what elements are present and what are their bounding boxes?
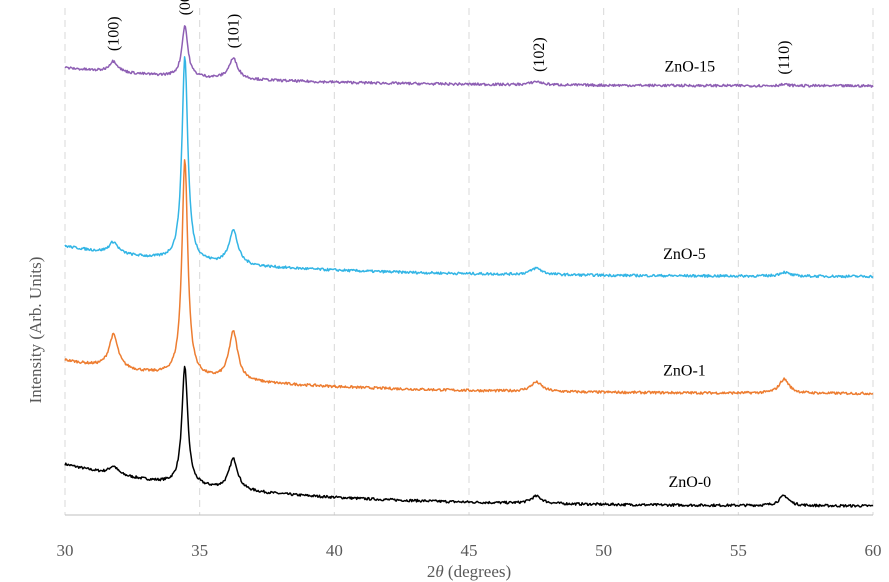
grid-lines (64, 8, 874, 515)
x-axis-title: 2θ (degrees) (427, 562, 511, 581)
x-tick-label: 60 (865, 541, 882, 560)
x-axis-title-symbol: θ (435, 562, 443, 581)
series-labels: ZnO-0 ZnO-1 ZnO-5 ZnO-15 (663, 58, 715, 491)
series-label-zno-0: ZnO-0 (669, 474, 712, 491)
peak-label: (102) (531, 37, 548, 72)
series-line-zno-0 (64, 365, 874, 508)
series-label-zno-15: ZnO-15 (665, 58, 716, 75)
peak-label: (100) (106, 16, 123, 51)
y-axis-title: Intensity (Arb. Units) (26, 257, 45, 404)
series-label-zno-1: ZnO-1 (663, 363, 706, 380)
x-tick-label: 50 (595, 541, 612, 560)
x-tick-label: 30 (57, 541, 74, 560)
peak-labels: (100) (002) (101) (102) (110) (106, 0, 794, 75)
series-line-zno-5 (64, 56, 874, 279)
peak-label: (110) (776, 41, 793, 75)
series-line-zno-15 (64, 25, 874, 88)
x-tick-label: 40 (326, 541, 343, 560)
x-axis-title-suffix: (degrees) (444, 562, 512, 581)
x-tick-label: 55 (730, 541, 747, 560)
x-axis-title-prefix: 2 (427, 562, 436, 581)
x-tick-label: 35 (191, 541, 208, 560)
series-label-zno-5: ZnO-5 (663, 246, 706, 263)
peak-label: (101) (225, 14, 242, 49)
x-tick-label: 45 (461, 541, 478, 560)
series-line-zno-1 (64, 159, 874, 396)
x-tick-labels: 30 35 40 45 50 55 60 (57, 541, 882, 560)
series-lines (64, 25, 874, 508)
peak-label: (002) (177, 0, 194, 15)
